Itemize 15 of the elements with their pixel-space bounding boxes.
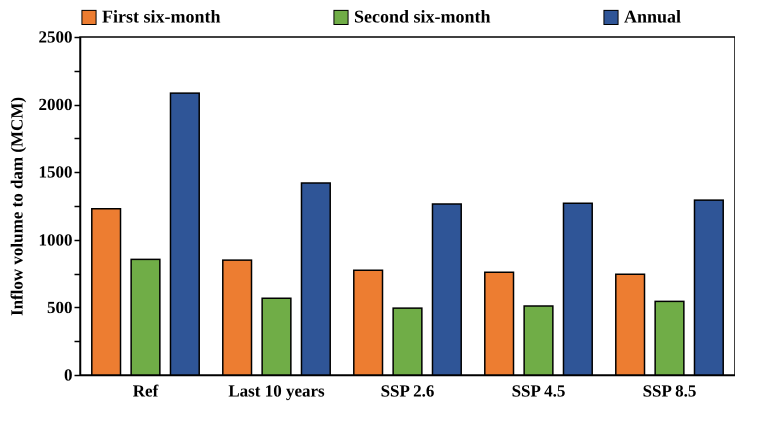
x-tick-label: SSP 4.5	[512, 382, 566, 400]
y-tick-label: 2500	[38, 28, 72, 46]
legend-label: Annual	[624, 6, 682, 26]
legend-label: First six-month	[102, 6, 220, 26]
x-tick-label: SSP 8.5	[642, 382, 696, 400]
x-tick-label: Last 10 years	[228, 382, 326, 400]
legend-label: Second six-month	[354, 6, 491, 26]
x-tick-label: Ref	[132, 382, 159, 400]
y-tick-label: 2000	[38, 95, 72, 114]
y-tick-label: 500	[47, 298, 72, 317]
y-axis-title: Inflow volume to dam (MCM)	[8, 96, 26, 316]
x-tick-label: SSP 2.6	[380, 382, 434, 400]
y-tick-label: 0	[64, 366, 72, 384]
y-tick-label: 1000	[38, 230, 72, 250]
y-tick-label: 1500	[38, 162, 72, 182]
